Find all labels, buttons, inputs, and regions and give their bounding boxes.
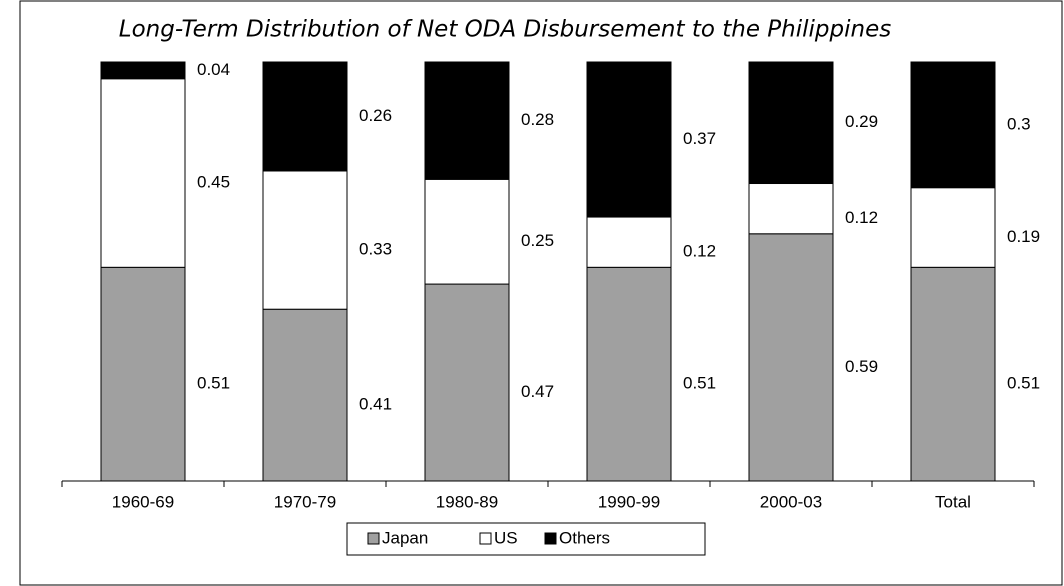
data-label: 0.37 (683, 129, 716, 148)
legend-swatch (544, 532, 557, 545)
data-label: 0.04 (197, 60, 230, 79)
data-label: 0.45 (197, 173, 230, 192)
x-tick-label: Total (935, 492, 971, 511)
data-label: 0.28 (521, 110, 554, 129)
bar-segment (424, 178, 510, 285)
legend-swatch (479, 532, 492, 545)
data-label: 0.29 (845, 112, 878, 131)
bar-segment (748, 183, 834, 235)
bar-segment (748, 233, 834, 482)
data-label: 0.51 (683, 374, 716, 393)
x-tick-label: 1990-99 (598, 492, 660, 511)
data-label: 0.12 (845, 208, 878, 227)
data-label: 0.26 (359, 106, 392, 125)
data-label: 0.3 (1007, 114, 1031, 133)
x-tick-label: 1970-79 (274, 492, 336, 511)
legend-label: US (494, 528, 518, 547)
data-label: 0.19 (1007, 227, 1040, 246)
data-label: 0.59 (845, 357, 878, 376)
bar-segment (586, 61, 672, 218)
bar-segment (910, 266, 996, 482)
chart-border (19, 0, 1063, 586)
data-label: 0.47 (521, 382, 554, 401)
data-label: 0.51 (1007, 374, 1040, 393)
bar-segment (910, 187, 996, 268)
bar-segment (910, 61, 996, 189)
x-tick-label: 1980-89 (436, 492, 498, 511)
bar-segment (586, 216, 672, 268)
data-label: 0.33 (359, 240, 392, 259)
bar-segment (100, 78, 186, 268)
bar-segment (586, 266, 672, 482)
bar-segment (100, 266, 186, 482)
bar-segment (424, 61, 510, 180)
bar-segment (424, 283, 510, 482)
data-label: 0.51 (197, 374, 230, 393)
bar-segment (262, 308, 348, 482)
x-tick-label: 2000-03 (760, 492, 822, 511)
data-label: 0.25 (521, 231, 554, 250)
bar-segment (262, 170, 348, 310)
legend-box (346, 522, 706, 556)
bar-segment (748, 61, 834, 185)
legend-swatch (367, 532, 380, 545)
data-label: 0.12 (683, 242, 716, 261)
chart-title: Long-Term Distribution of Net ODA Disbur… (119, 17, 891, 43)
legend-label: Others (559, 528, 610, 547)
bar-segment (262, 61, 348, 172)
x-tick-label: 1960-69 (112, 492, 174, 511)
bar-segment (100, 61, 186, 80)
data-label: 0.41 (359, 395, 392, 414)
legend-label: Japan (382, 528, 428, 547)
